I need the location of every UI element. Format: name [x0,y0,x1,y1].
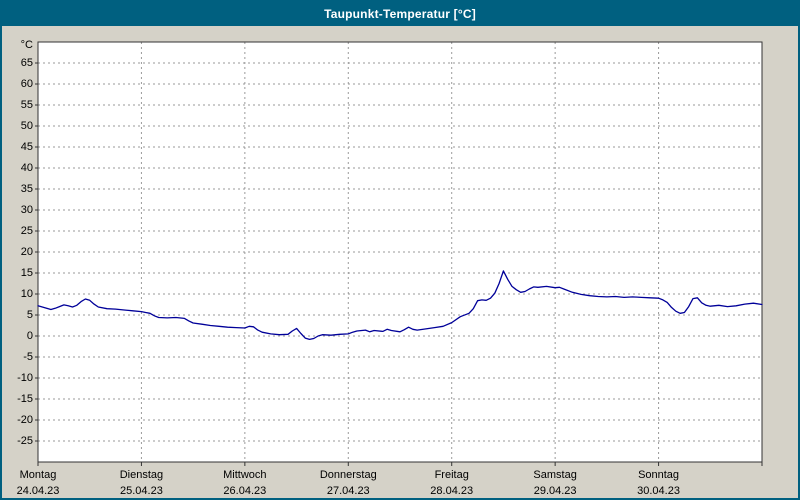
x-tick-label: Mittwoch 26.04.23 [199,469,291,497]
x-tick-label: Sonntag 30.04.23 [613,469,705,497]
y-tick-label: -10 [17,372,33,384]
x-tick-label: Dienstag 25.04.23 [95,469,187,497]
chart-title: Taupunkt-Temperatur [°C] [324,7,476,21]
y-tick-label: 55 [20,99,33,111]
y-tick-label: -15 [17,393,33,405]
y-tick-label: -25 [17,435,33,447]
y-tick-label: 15 [20,267,33,279]
x-tick-label: Freitag 28.04.23 [406,469,498,497]
x-tick-date: 26.04.23 [223,485,267,497]
y-tick-label: 65 [20,57,33,69]
x-tick-date: 27.04.23 [326,485,370,497]
y-tick-label: -5 [23,351,33,363]
y-tick-label: -20 [17,414,33,426]
x-tick-day: Sonntag [638,469,680,481]
x-tick-date: 28.04.23 [430,485,474,497]
x-tick-label: Montag 24.04.23 [2,469,84,497]
y-tick-label: 45 [20,141,33,153]
x-tick-date: 25.04.23 [120,485,163,497]
y-tick-label: 30 [20,204,33,216]
y-tick-label: 35 [20,183,33,195]
plot-svg [35,41,763,466]
y-tick-label: 10 [20,288,33,300]
x-tick-date: 24.04.23 [16,485,60,497]
x-tick-day: Freitag [434,469,469,481]
y-tick-label: 60 [20,78,33,90]
x-tick-date: 30.04.23 [637,485,680,497]
y-tick-label: 50 [20,120,33,132]
title-bar: Taupunkt-Temperatur [°C] [2,2,798,26]
y-tick-label: 40 [20,162,33,174]
y-tick-label: 0 [26,330,33,342]
y-tick-label: 20 [20,246,33,258]
x-tick-day: Mittwoch [223,469,267,481]
x-tick-day: Montag [19,469,57,481]
y-axis-unit-label: °C [20,39,33,51]
y-tick-label: 5 [26,309,33,321]
x-tick-day: Donnerstag [319,469,377,481]
x-tick-label: Donnerstag 27.04.23 [302,469,394,497]
x-tick-day: Dienstag [119,469,164,481]
x-tick-label: Samstag 29.04.23 [509,469,601,497]
x-tick-day: Samstag [533,469,577,481]
y-tick-label: 25 [20,225,33,237]
chart-area: °C 65 60 55 50 45 40 35 30 25 20 15 10 5 0 -5 -10 -15 -20… [2,26,798,498]
x-tick-date: 29.04.23 [533,485,577,497]
